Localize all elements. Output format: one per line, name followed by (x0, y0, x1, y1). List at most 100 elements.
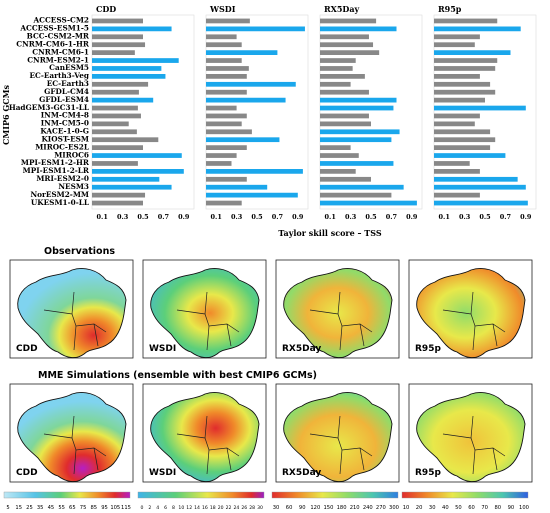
map-label: RX5Day (282, 468, 321, 478)
colorbar-tick: 12 (186, 505, 192, 511)
bar (92, 176, 160, 182)
colorbar-tick: 22 (226, 505, 232, 511)
bar (206, 113, 247, 119)
bar (320, 74, 365, 79)
colorbar-tick: 30 (429, 505, 436, 511)
model-label: MPI-ESM1-2-LR (23, 166, 90, 175)
map-panel: RX5Day (275, 259, 400, 359)
colorbar-tick: 8 (172, 505, 175, 511)
map-label: CDD (16, 468, 38, 478)
bar (434, 105, 526, 111)
tick-label: 0.9 (520, 213, 532, 221)
bar (434, 97, 485, 103)
model-label: MPI-ESM1-2-HR (21, 158, 90, 167)
bar (434, 184, 526, 190)
bar (206, 34, 237, 40)
tick-label: 0.1 (97, 213, 108, 221)
bar (206, 74, 247, 79)
colorbar-tick: 60 (468, 505, 475, 511)
colorbar-tick: 150 (323, 505, 333, 511)
colorbar-tick: 25 (26, 505, 33, 511)
tick-label: 0.1 (211, 213, 222, 221)
bar (320, 89, 369, 95)
bar (206, 192, 298, 198)
colorbar-tick: 80 (494, 505, 501, 511)
mme-heading: MME Simulations (ensemble with best CMIP… (38, 370, 317, 381)
colorbar-tick: 210 (350, 505, 360, 511)
bar (434, 26, 521, 32)
colorbar-tick: 10 (178, 505, 184, 511)
bar (92, 26, 172, 32)
bar (92, 169, 184, 174)
colorbar-tick: 70 (481, 505, 488, 511)
tick-label: 0.5 (251, 213, 263, 221)
tick-label: 0.3 (459, 213, 471, 221)
panel-frame (205, 14, 309, 210)
bar (320, 34, 369, 40)
bar (206, 66, 249, 71)
bar (434, 192, 480, 198)
bar (92, 129, 137, 135)
bar-panels: ACCESS-CM2ACCESS-ESM1-5BCC-CSM2-MRCNRM-C… (9, 4, 537, 221)
bar (92, 153, 182, 158)
tick-label: 0.3 (117, 213, 129, 221)
bar (92, 66, 162, 71)
model-label: INM-CM5-0 (41, 119, 89, 128)
model-label: NorESM2-MM (30, 190, 89, 199)
model-label: GFDL-CM4 (44, 87, 89, 96)
model-label: CNRM-CM6-1-HR (16, 39, 90, 48)
bar (434, 121, 475, 127)
bar (434, 50, 511, 55)
map-label: R95p (415, 344, 441, 354)
bar (92, 145, 143, 150)
bar (434, 74, 480, 79)
bar (92, 81, 149, 87)
bar (320, 145, 351, 150)
bar (206, 58, 242, 63)
colorbar-tick: 28 (249, 505, 255, 511)
bar (434, 169, 480, 174)
bar (434, 81, 491, 87)
bar (92, 184, 172, 190)
panel-frame (433, 14, 537, 210)
model-label: MRI-ESM2-0 (36, 174, 89, 183)
map-panel: WSDI (142, 383, 267, 483)
map-label: WSDI (149, 468, 176, 478)
tick-label: 0.9 (178, 213, 190, 221)
colorbar-tick: 2 (148, 505, 151, 511)
colorbar-tick: 90 (508, 505, 515, 511)
bar (434, 34, 480, 40)
bar (434, 176, 518, 182)
bar (320, 50, 380, 55)
tick-label: 0.9 (406, 213, 418, 221)
bar (206, 200, 242, 206)
bar (320, 81, 351, 87)
bar (320, 184, 404, 190)
bar (206, 105, 237, 111)
map-label: R95p (415, 468, 441, 478)
bar (206, 50, 278, 55)
colorbar-tick: 24 (233, 505, 239, 511)
colorbar (401, 491, 529, 499)
model-label: CanESM5 (49, 63, 89, 72)
colorbar-tick: 270 (376, 505, 386, 511)
tick-label: 0.5 (365, 213, 377, 221)
colorbar-tick: 40 (442, 505, 449, 511)
colorbar-tick: 55 (58, 505, 65, 511)
colorbar-tick: 30 (273, 505, 280, 511)
model-label: CNRM-CM6-1 (32, 47, 89, 56)
bar (320, 113, 369, 119)
bar (434, 18, 498, 24)
bar (206, 184, 268, 190)
colorbar-tick: 14 (194, 505, 200, 511)
map-panel: CDD (9, 259, 134, 359)
bar (92, 89, 139, 95)
colorbar-tick: 15 (15, 505, 22, 511)
model-label: EC-Earth3-Veg (29, 71, 89, 80)
tick-label: 0.5 (479, 213, 491, 221)
tick-label: 0.3 (231, 213, 243, 221)
colorbar-tick: 85 (91, 505, 98, 511)
colorbar-tick: 30 (257, 505, 263, 511)
map-label: RX5Day (282, 344, 321, 354)
tick-label: 0.7 (158, 213, 169, 221)
